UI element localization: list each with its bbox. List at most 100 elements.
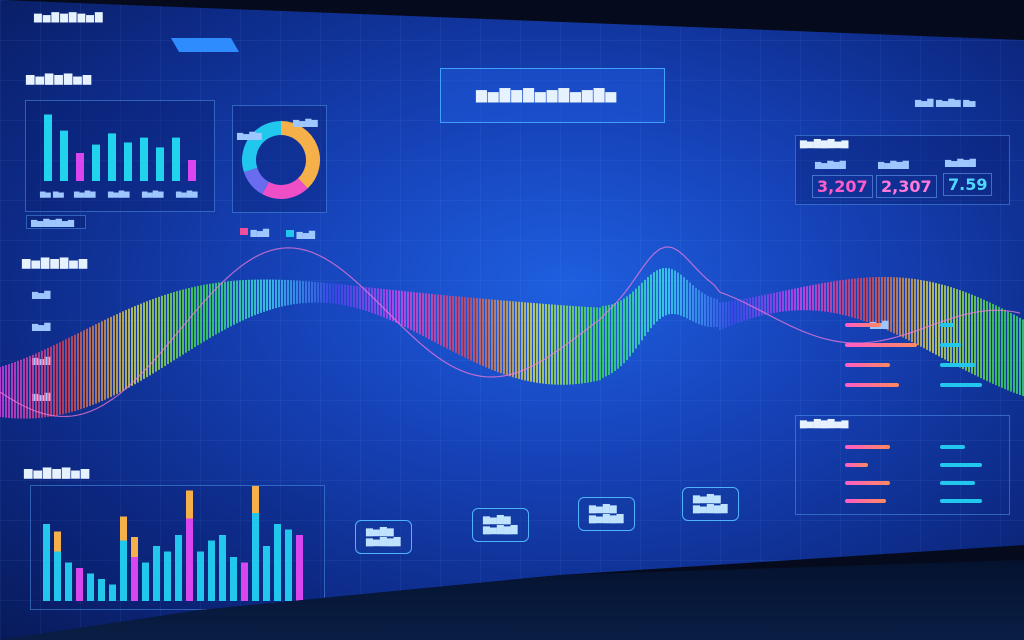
donut-slice	[243, 167, 270, 195]
kpi-value: 7.59	[943, 173, 993, 196]
bar	[172, 137, 180, 181]
button-sublabel: ▆▅▇▆▇	[589, 514, 624, 524]
panel-title-top-left: ▆▅▇▆▇▅▆	[26, 72, 93, 85]
bar	[263, 546, 270, 601]
axis-label: ▆▅▇	[32, 290, 51, 299]
action-button[interactable]: ▆▅▇▆ ▆▅▇▆▇	[355, 520, 412, 554]
legend-swatch	[286, 230, 294, 237]
bar	[164, 551, 171, 601]
bar-segment	[131, 537, 138, 557]
progress-bar	[940, 463, 982, 467]
progress-bar	[845, 383, 899, 387]
kpi-value: 3,207	[812, 175, 873, 198]
bar	[44, 114, 52, 181]
bar	[241, 562, 248, 601]
bar	[124, 142, 132, 181]
bar-chart-top-left: ▆▅ ▆▅ ▆▅▇▆ ▆▅▇▆ ▆▅▇▆ ▆▅▇▆	[25, 100, 215, 212]
bar	[153, 546, 160, 601]
bar	[87, 573, 94, 601]
kpi-panel: ▆▅▇▆▇▅▆	[795, 135, 1010, 205]
header-title-box: ▆▅▇▆▇▅▆▇▅▆▇▅	[440, 68, 665, 123]
axis-label: ▆▅▇	[32, 322, 51, 331]
bar	[188, 160, 196, 181]
progress-bar	[845, 363, 890, 367]
bar	[175, 535, 182, 601]
kpi-title: ▆▅▇▆▇▅▆	[800, 139, 849, 149]
progress-bar	[940, 343, 961, 347]
legend-button[interactable]: ▆▅▇▆▇▅▆	[26, 215, 86, 229]
action-button[interactable]: ▆▅▇▆ ▆▅▇▆▇	[682, 487, 739, 521]
bar	[208, 540, 215, 601]
button-sublabel: ▆▅▇▆▇	[693, 504, 728, 514]
donut-label-right: ▆▅▇▆	[293, 118, 318, 127]
legend-label: ▆▅▇	[250, 228, 270, 237]
bar	[43, 524, 50, 601]
kpi-value: 2,307	[876, 175, 937, 198]
progress-bar	[845, 499, 886, 503]
legend-button-label: ▆▅▇▆▇▅▆	[31, 218, 75, 227]
button-sublabel: ▆▅▇▆▇	[483, 525, 518, 535]
x-tick-label: ▆▅ ▆▅	[39, 190, 64, 198]
legend-swatch	[240, 228, 248, 235]
bar	[120, 540, 127, 601]
bar-segment	[120, 516, 127, 541]
progress-bar	[845, 445, 890, 449]
progress-bar	[940, 363, 975, 367]
progress-panel-2: ▆▅▇▆▇▅▆	[795, 415, 1010, 515]
legend-label: ▆▅▇	[296, 230, 316, 239]
bar	[140, 137, 148, 181]
progress-bar	[845, 463, 868, 467]
donut-label-left: ▆▅▇▆	[237, 131, 262, 140]
progress-bar	[845, 343, 917, 347]
panel-title-mid-left: ▆▅▇▆▇▅▆	[22, 256, 89, 269]
bar	[296, 535, 303, 601]
progress-bar	[940, 383, 982, 387]
bar	[186, 518, 193, 601]
kpi-label: ▆▅▇▆▇	[945, 158, 976, 167]
x-tick-label: ▆▅▇▆	[107, 190, 130, 198]
bar	[60, 130, 68, 181]
progress-bar	[940, 445, 965, 449]
donut-slice	[242, 121, 282, 173]
bar-segment	[54, 531, 61, 552]
progress-bar	[940, 499, 982, 503]
button-label: ▆▅▇▆	[589, 504, 617, 514]
donut-slice	[262, 177, 308, 199]
bar	[76, 568, 83, 601]
donut-slice	[280, 121, 320, 189]
button-label: ▆▅▇▆	[693, 494, 721, 504]
bar	[197, 551, 204, 601]
button-sublabel: ▆▅▇▆▇	[366, 537, 401, 547]
panel-title-bottom-left: ▆▅▇▆▇▅▆	[24, 466, 91, 479]
bar	[108, 133, 116, 181]
bar-chart-bottom-left	[30, 485, 325, 610]
bar	[156, 147, 164, 181]
bar	[109, 584, 116, 601]
action-button[interactable]: ▆▅▇▆ ▆▅▇▆▇	[472, 508, 529, 542]
bar-segment	[186, 490, 193, 519]
bar	[92, 144, 100, 181]
x-tick-label: ▆▅▇▆	[73, 190, 96, 198]
progress-bar	[845, 481, 890, 485]
progress-bar	[845, 323, 881, 327]
button-label: ▆▅▇▆	[366, 527, 394, 537]
x-tick-label: ▆▅▇▆	[175, 190, 198, 198]
bar	[285, 529, 292, 601]
progress-bar	[940, 323, 954, 327]
action-button[interactable]: ▆▅▇▆ ▆▅▇▆▇	[578, 497, 635, 531]
progress-bar	[940, 481, 975, 485]
bar	[76, 153, 84, 181]
bar	[142, 562, 149, 601]
app-logo-title: ▆▅▇▆▇▆▅▇	[34, 12, 104, 23]
bar	[252, 513, 259, 601]
wave-line	[0, 246, 1021, 418]
bar	[65, 562, 72, 601]
kpi-label: ▆▅▇▆▇	[878, 160, 909, 169]
bar	[274, 524, 281, 601]
top-right-status: ▆▅▇ ▆▅▇▆ ▆▅	[915, 98, 976, 107]
bar	[230, 557, 237, 601]
x-tick-label: ▆▅▇▆	[141, 190, 164, 198]
donut-panel: ▆▅▇▆ ▆▅▇▆	[232, 105, 327, 213]
